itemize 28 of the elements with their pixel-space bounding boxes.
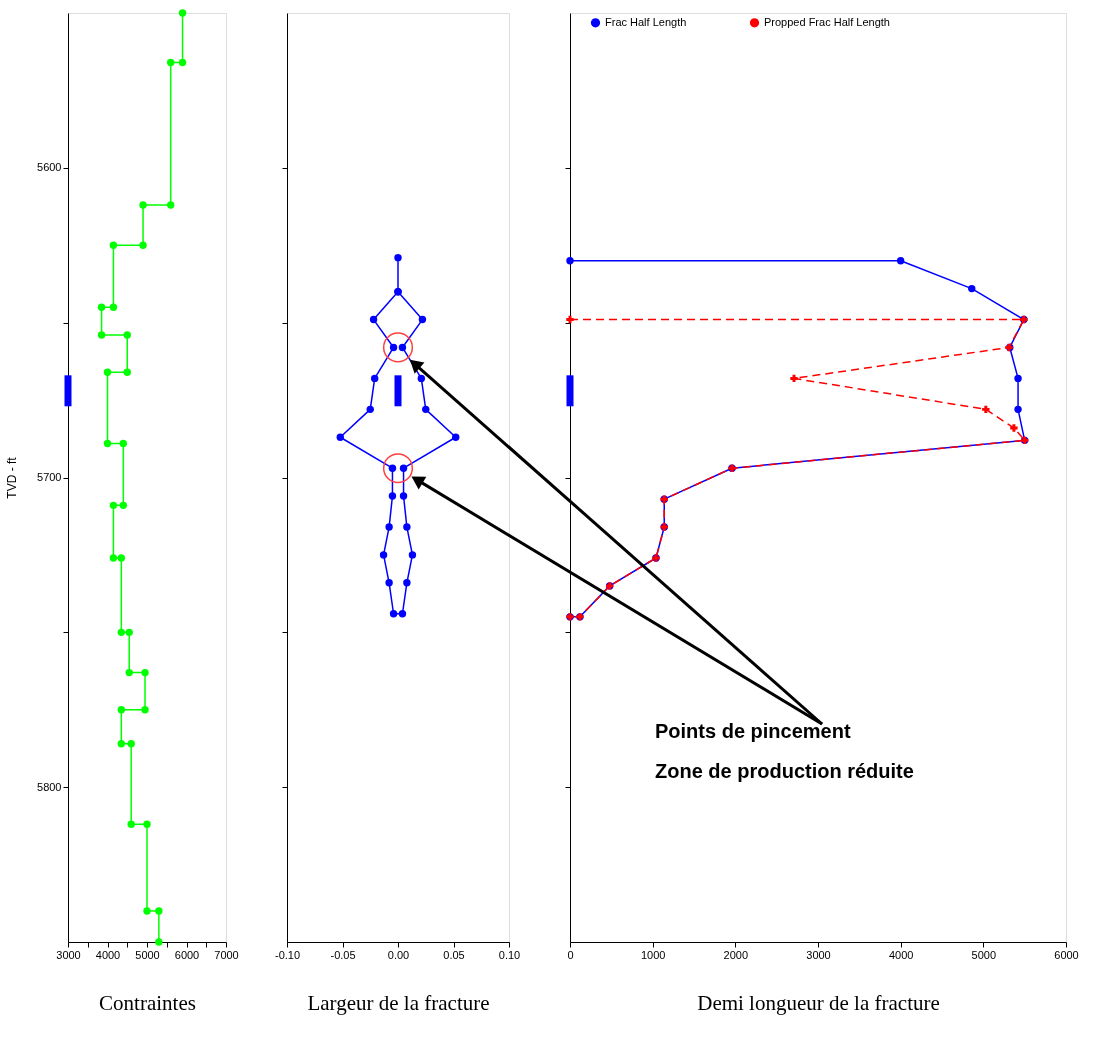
x-tick-label: 2000	[723, 948, 749, 961]
x-tick-label: 0.00	[387, 948, 410, 961]
x-tick-label: 7000	[214, 948, 239, 961]
x-tick-label: 1000	[640, 948, 666, 961]
y-axis-title: TVD - ft	[5, 456, 20, 499]
x-tick-label: 0.10	[498, 948, 521, 961]
annotation: Points de pincement	[655, 720, 851, 742]
x-tick-label: 6000	[1054, 948, 1079, 961]
legend-label: Frac Half Length	[605, 15, 687, 28]
x-tick-label: 6000	[174, 948, 200, 961]
x-tick-label: 4000	[95, 948, 121, 961]
x-tick-label: 3000	[806, 948, 831, 961]
x-tick-label: 0	[567, 948, 574, 961]
y-tick-label: 5700	[37, 471, 62, 483]
x-tick-label: 5000	[135, 948, 160, 961]
x-axis-title: Largeur de la fracture	[307, 990, 490, 1015]
legend-label: Propped Frac Half Length	[764, 15, 890, 28]
x-tick-label: 4000	[888, 948, 914, 961]
x-tick-label: 0.05	[443, 948, 465, 961]
y-tick-label: 5800	[37, 780, 62, 793]
y-tick-label: 5600	[37, 161, 62, 174]
annotation: Zone de production réduite	[655, 760, 914, 782]
x-tick-label: 3000	[56, 948, 81, 961]
x-tick-label: 5000	[971, 948, 997, 961]
x-tick-label: -0.10	[274, 948, 301, 961]
x-axis-title: Contraintes	[99, 990, 196, 1015]
x-axis-title: Demi longueur de la fracture	[697, 990, 940, 1015]
x-tick-label: -0.05	[330, 948, 356, 961]
